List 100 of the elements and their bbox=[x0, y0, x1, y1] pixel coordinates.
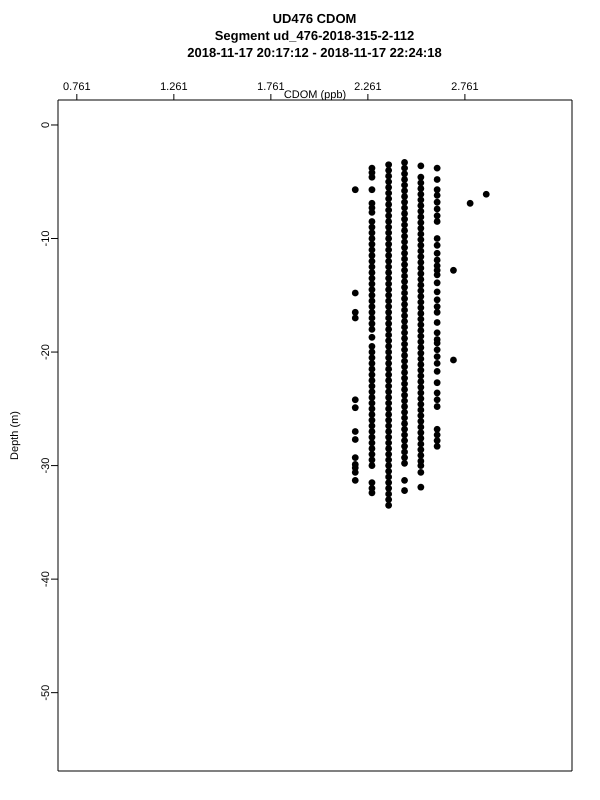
point bbox=[417, 185, 424, 192]
point bbox=[368, 434, 376, 441]
point bbox=[434, 360, 441, 367]
point bbox=[417, 219, 424, 226]
point bbox=[434, 308, 441, 316]
point bbox=[417, 282, 424, 288]
point bbox=[417, 412, 424, 420]
point bbox=[368, 334, 376, 341]
point bbox=[401, 426, 408, 433]
point bbox=[368, 479, 376, 486]
point bbox=[417, 276, 424, 283]
point bbox=[417, 446, 424, 454]
point bbox=[352, 436, 359, 443]
point bbox=[434, 368, 441, 375]
point bbox=[417, 332, 424, 340]
point bbox=[368, 456, 376, 464]
point bbox=[434, 426, 441, 433]
chart-title: UD476 CDOM bbox=[272, 10, 358, 27]
point bbox=[352, 476, 359, 484]
point bbox=[352, 308, 359, 316]
point bbox=[368, 274, 376, 282]
point bbox=[401, 164, 408, 172]
x-tick-label: 2.261 bbox=[354, 81, 382, 93]
point bbox=[368, 354, 376, 362]
point bbox=[368, 422, 376, 430]
point bbox=[401, 408, 408, 416]
point bbox=[368, 342, 376, 350]
point bbox=[417, 310, 424, 317]
point bbox=[401, 476, 408, 484]
point bbox=[417, 248, 424, 254]
point bbox=[417, 355, 424, 362]
point bbox=[401, 346, 408, 354]
point bbox=[352, 428, 359, 435]
point bbox=[352, 404, 359, 412]
point bbox=[401, 318, 408, 325]
point bbox=[401, 403, 408, 410]
point bbox=[417, 372, 424, 380]
point bbox=[401, 170, 408, 178]
point bbox=[401, 193, 408, 200]
point bbox=[368, 308, 376, 316]
point bbox=[368, 235, 376, 242]
y-tick-label: -20 bbox=[40, 344, 52, 360]
point bbox=[417, 327, 424, 334]
point bbox=[401, 363, 408, 370]
point bbox=[417, 293, 424, 300]
point bbox=[417, 400, 424, 408]
point bbox=[368, 416, 376, 424]
point bbox=[401, 244, 408, 251]
chart-subtitle: Segment ud_476-2018-315-2-112 2018-11-17 20:17:12 - 2018-11-17 22:24:18 bbox=[186, 27, 443, 61]
point bbox=[401, 432, 408, 438]
point bbox=[434, 206, 441, 212]
point bbox=[401, 261, 408, 268]
point bbox=[450, 266, 457, 274]
point bbox=[434, 250, 441, 257]
y-tick-label: -50 bbox=[40, 684, 52, 701]
point bbox=[401, 386, 408, 393]
point bbox=[434, 403, 441, 410]
point bbox=[434, 319, 441, 326]
point bbox=[368, 280, 376, 288]
point bbox=[352, 396, 359, 404]
point bbox=[434, 329, 441, 336]
point bbox=[401, 324, 408, 330]
point bbox=[352, 469, 359, 476]
point bbox=[368, 298, 376, 304]
point bbox=[401, 290, 408, 296]
point bbox=[434, 242, 441, 249]
point bbox=[401, 312, 408, 320]
point bbox=[417, 202, 424, 209]
point bbox=[417, 452, 424, 459]
y-tick-label: -40 bbox=[40, 571, 52, 588]
point bbox=[417, 434, 424, 442]
point bbox=[401, 210, 408, 217]
point bbox=[417, 208, 424, 215]
point bbox=[401, 272, 408, 280]
point bbox=[417, 196, 424, 204]
point bbox=[401, 266, 408, 274]
point bbox=[368, 382, 376, 390]
point bbox=[368, 445, 376, 452]
point bbox=[368, 252, 376, 259]
point bbox=[401, 369, 408, 376]
point bbox=[368, 388, 376, 396]
point bbox=[368, 314, 376, 322]
point bbox=[417, 366, 424, 374]
point bbox=[434, 353, 441, 360]
point bbox=[417, 321, 424, 328]
point bbox=[401, 204, 408, 212]
point bbox=[401, 176, 408, 183]
point bbox=[434, 437, 441, 444]
point bbox=[434, 279, 441, 286]
y-tick-label: -10 bbox=[40, 230, 52, 246]
point bbox=[434, 235, 441, 242]
point bbox=[368, 439, 376, 446]
point bbox=[401, 250, 408, 257]
point bbox=[368, 264, 376, 270]
point bbox=[368, 411, 376, 418]
point bbox=[417, 258, 424, 266]
point bbox=[368, 428, 376, 435]
point bbox=[401, 340, 408, 348]
point bbox=[368, 450, 376, 458]
point bbox=[417, 395, 424, 402]
